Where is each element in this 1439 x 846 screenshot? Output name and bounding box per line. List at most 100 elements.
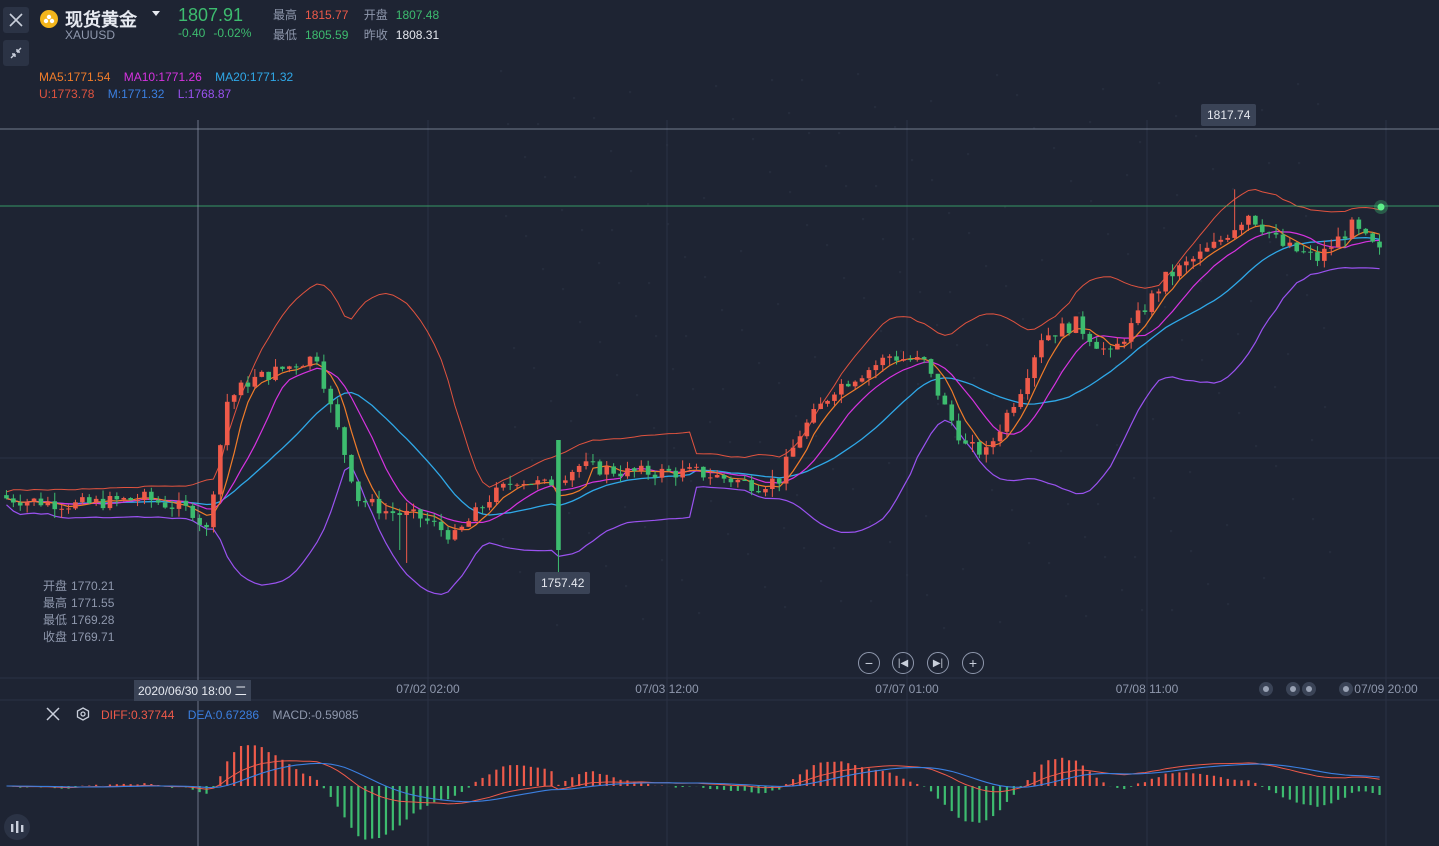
candle-body — [956, 420, 961, 441]
stats-row-2: 最低 1805.59 昨收 1808.31 — [273, 26, 447, 43]
map-dot — [857, 73, 860, 76]
candle-body — [11, 498, 16, 503]
map-dot — [1047, 483, 1050, 486]
map-dot — [722, 388, 725, 391]
scroll-start-button[interactable]: |◀ — [892, 652, 914, 674]
symbol-name[interactable]: 现货黄金 — [65, 10, 137, 30]
candle-body — [335, 404, 340, 428]
map-dot — [820, 580, 823, 583]
map-dot — [769, 171, 772, 174]
low-value: 1805.59 — [305, 28, 349, 42]
candle-body — [252, 376, 258, 387]
candle-body — [211, 494, 216, 528]
candle-body — [1377, 241, 1382, 248]
candle-body — [73, 502, 78, 509]
map-dot — [1212, 168, 1215, 171]
map-dot — [647, 203, 650, 206]
map-dot — [630, 170, 633, 173]
map-dot — [1085, 615, 1088, 618]
map-dot — [1268, 162, 1271, 165]
map-dot — [808, 132, 811, 135]
map-dot — [937, 403, 940, 406]
symbol-code: XAUUSD — [65, 28, 116, 42]
map-dot — [752, 138, 755, 141]
indicator-menu-icon[interactable] — [4, 814, 30, 840]
candle-body — [852, 381, 858, 387]
candle-body — [770, 478, 775, 489]
candle-body — [832, 394, 837, 401]
map-dot — [531, 459, 534, 462]
candle-body — [204, 524, 209, 528]
candle-body — [369, 498, 375, 503]
chevron-down-icon[interactable] — [152, 11, 160, 16]
candle-body — [1197, 251, 1203, 259]
ma10-value: MA10:1771.26 — [123, 70, 202, 84]
map-dot — [593, 117, 596, 120]
candle-body — [563, 480, 568, 483]
candle-body — [1315, 252, 1320, 261]
close-button[interactable] — [3, 7, 29, 33]
map-dot — [874, 106, 877, 109]
zoom-in-button[interactable]: + — [962, 652, 984, 674]
zoom-out-button[interactable]: − — [858, 652, 880, 674]
map-dot — [514, 426, 517, 429]
x-tick: 07/08 11:00 — [1115, 682, 1179, 696]
map-dot — [1133, 477, 1136, 480]
candle-body — [473, 507, 478, 522]
panel-toggle-dot[interactable] — [1286, 682, 1300, 696]
candle-body — [673, 470, 679, 478]
macd-close-icon[interactable] — [46, 707, 60, 726]
map-dot — [843, 277, 846, 280]
candle-body — [1225, 237, 1231, 240]
map-dot — [1022, 318, 1025, 321]
map-dot — [519, 571, 522, 574]
map-dot — [1041, 259, 1044, 262]
candle-body — [652, 474, 658, 478]
boll-upper-line — [6, 188, 1380, 493]
candle-body — [1273, 232, 1279, 235]
map-dot — [1181, 339, 1184, 342]
candle-body — [1246, 215, 1251, 225]
map-dot — [1060, 450, 1063, 453]
map-dot — [1170, 530, 1173, 533]
candle-body — [342, 427, 347, 455]
candle-body — [466, 521, 472, 527]
map-dot — [1144, 286, 1147, 289]
panel-toggle-dot[interactable] — [1259, 682, 1273, 696]
candle-body — [825, 400, 830, 404]
collapse-button[interactable] — [3, 40, 29, 66]
map-dot — [561, 209, 564, 212]
candle-body — [935, 373, 941, 396]
candle-body — [1032, 357, 1037, 379]
map-dot — [806, 224, 809, 227]
map-dot — [925, 515, 928, 518]
candle-body — [314, 356, 320, 362]
candle-body — [4, 495, 9, 499]
map-dot — [954, 436, 957, 439]
panel-toggle-dot[interactable] — [1339, 682, 1353, 696]
map-dot — [673, 447, 676, 450]
map-dot — [894, 126, 897, 129]
map-dot — [1084, 536, 1087, 539]
map-dot — [505, 215, 508, 218]
stats-row-1: 最高 1815.77 开盘 1807.48 — [273, 6, 447, 23]
map-dot — [788, 112, 791, 115]
map-dot — [973, 377, 976, 380]
macd-settings-icon[interactable] — [76, 707, 90, 726]
candle-body — [1087, 333, 1093, 342]
panel-toggle-dot[interactable] — [1302, 682, 1316, 696]
map-dot — [537, 123, 540, 126]
map-dot — [789, 191, 792, 194]
map-dot — [1053, 147, 1056, 150]
candle-body — [1011, 406, 1017, 413]
candle-body — [977, 441, 982, 455]
map-dot — [912, 238, 915, 241]
map-dot — [618, 282, 621, 285]
scroll-end-button[interactable]: ▶| — [927, 652, 949, 674]
map-dot — [642, 618, 645, 621]
map-dot — [778, 382, 781, 385]
candle-body — [1328, 247, 1334, 249]
candle-body — [1184, 261, 1189, 266]
candle-body — [763, 488, 768, 493]
